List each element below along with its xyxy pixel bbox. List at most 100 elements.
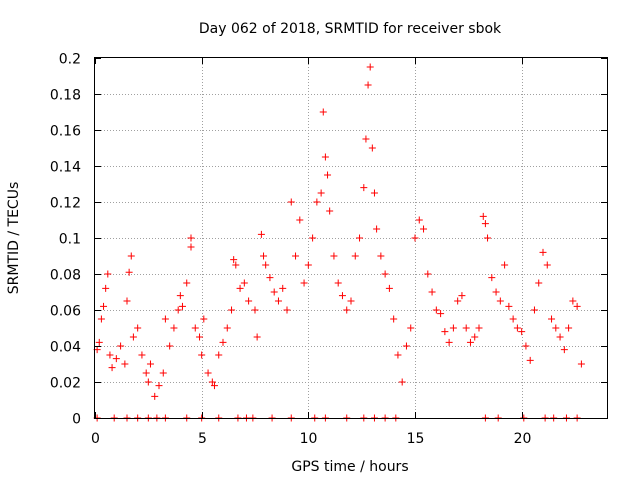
grid: [95, 58, 607, 418]
data-point: [334, 279, 342, 287]
y-tick-label: 0.06: [50, 304, 81, 320]
x-axis-label: GPS time / hours: [291, 459, 408, 475]
data-point: [505, 302, 513, 310]
data-point: [251, 306, 259, 314]
data-point: [377, 252, 385, 260]
y-tick-label: 0.18: [50, 88, 81, 104]
data-point: [366, 63, 374, 71]
data-point: [155, 382, 163, 390]
data-point: [97, 315, 105, 323]
data-point: [198, 351, 206, 359]
y-tick-label: 0.2: [59, 52, 81, 68]
data-point: [577, 360, 585, 368]
data-point: [257, 230, 265, 238]
data-point: [144, 378, 152, 386]
data-point: [370, 189, 378, 197]
data-point: [373, 225, 381, 233]
data-point: [385, 284, 393, 292]
data-point: [104, 270, 112, 278]
data-point: [240, 279, 248, 287]
data-point: [330, 252, 338, 260]
data-point: [437, 310, 445, 318]
data-point: [321, 153, 329, 161]
data-point: [488, 274, 496, 282]
data-point: [187, 243, 195, 251]
x-tick-label: 10: [300, 431, 318, 447]
data-point: [232, 261, 240, 269]
data-point: [287, 198, 295, 206]
data-point: [292, 252, 300, 260]
chart-title: Day 062 of 2018, SRMTID for receiver sbo…: [199, 21, 502, 37]
y-axis-label: SRMTID / TECUs: [6, 182, 22, 295]
data-point: [351, 252, 359, 260]
data-point: [108, 364, 116, 372]
data-point: [317, 189, 325, 197]
data-point: [481, 220, 489, 228]
data-point: [543, 261, 551, 269]
data-point: [548, 315, 556, 323]
y-tick-label: 0.12: [50, 196, 81, 212]
data-point: [300, 279, 308, 287]
data-point: [573, 302, 581, 310]
data-point: [183, 279, 191, 287]
data-point: [138, 351, 146, 359]
data-point: [415, 216, 423, 224]
data-point: [279, 284, 287, 292]
data-point: [411, 234, 419, 242]
data-point: [560, 346, 568, 354]
data-point: [142, 369, 150, 377]
data-point: [362, 135, 370, 143]
data-point: [223, 324, 231, 332]
data-point: [129, 333, 137, 341]
data-point: [274, 297, 282, 305]
data-point: [159, 369, 167, 377]
data-point: [106, 351, 114, 359]
data-point: [398, 378, 406, 386]
data-point: [174, 306, 182, 314]
data-point: [471, 333, 479, 341]
data-point: [270, 288, 278, 296]
axes: 0 0.02 0.04 0.06 0.08 0.1 0.12 0.14 0.16 0.18 0.2 0…: [50, 52, 607, 447]
data-point: [313, 198, 321, 206]
data-point: [146, 360, 154, 368]
data-point: [309, 234, 317, 242]
data-point: [236, 284, 244, 292]
data-point: [176, 292, 184, 300]
data-point: [432, 306, 440, 314]
data-point: [356, 234, 364, 242]
data-point: [420, 225, 428, 233]
data-point: [262, 261, 270, 269]
data-point: [166, 342, 174, 350]
data-point: [260, 252, 268, 260]
data-point: [245, 297, 253, 305]
data-point: [484, 234, 492, 242]
data-point: [445, 338, 453, 346]
data-point: [95, 338, 103, 346]
data-point: [509, 315, 517, 323]
data-point: [112, 355, 120, 363]
y-tick-label: 0.08: [50, 268, 81, 284]
data-point: [552, 324, 560, 332]
data-point: [121, 360, 129, 368]
data-point: [441, 328, 449, 336]
data-point: [565, 324, 573, 332]
data-point: [178, 302, 186, 310]
data-point: [324, 171, 332, 179]
data-point: [125, 268, 133, 276]
plot-frame: [94, 57, 608, 419]
data-point: [522, 342, 530, 350]
x-tick-label: 0: [91, 431, 100, 447]
data-point: [102, 284, 110, 292]
data-point: [360, 184, 368, 192]
data-point: [266, 274, 274, 282]
data-point: [200, 315, 208, 323]
data-point: [134, 324, 142, 332]
data-point: [283, 306, 291, 314]
data-point: [215, 351, 223, 359]
data-point: [381, 270, 389, 278]
data-point: [151, 392, 159, 400]
data-point: [479, 212, 487, 220]
data-point: [191, 324, 199, 332]
data-point: [210, 382, 218, 390]
y-tick-label: 0.14: [50, 160, 81, 176]
